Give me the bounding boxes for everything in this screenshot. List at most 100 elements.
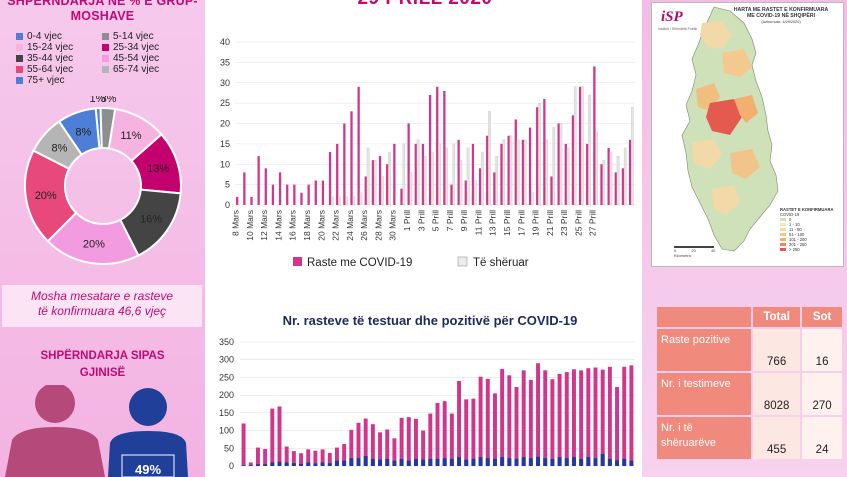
bar (359, 192, 363, 206)
map-legend-swatch (780, 233, 786, 236)
donut-slice-label: 16% (140, 214, 162, 226)
age-title-line1: SHPËRNDARJA NË % E GRUP- (7, 0, 198, 8)
map-legend-label: > 250 (789, 247, 800, 252)
bar (338, 196, 341, 206)
bar (423, 155, 427, 206)
x-tick-label: 22 Mars (331, 210, 341, 241)
bar (357, 86, 360, 205)
page-title: 29 PRILL 2020 (300, 0, 550, 10)
bar (531, 192, 534, 206)
x-tick-label: 20 Mars (316, 210, 326, 241)
map-scale-unit: Kilometra (674, 253, 691, 258)
bar (327, 452, 332, 466)
bar (609, 151, 613, 206)
bar (385, 458, 390, 466)
stats-row-today: 270 (802, 373, 842, 415)
bar (593, 66, 596, 205)
map-legend-swatch (780, 248, 786, 251)
map-legend-item: 51 - 100 (780, 232, 840, 237)
map-title: HARTA ME RASTET E KONFIRMUARA ME COVID-1… (722, 7, 840, 25)
bar (248, 462, 253, 466)
male-percent-label: 49% (135, 462, 161, 477)
map-legend-swatch (780, 243, 786, 246)
bar (557, 457, 562, 466)
bar (313, 463, 318, 466)
bar (373, 160, 377, 206)
bar (543, 370, 548, 466)
female-figure-icon (5, 385, 105, 477)
bar (471, 398, 476, 466)
bar (241, 423, 246, 466)
map-legend-swatch (780, 238, 786, 241)
daily-cases-chart: 0 5 10 15 20 25 30 35 40 8 Mars 10 Mars 12 Mars 14 M… (220, 37, 635, 269)
x-tick-label: 25 Prill (573, 210, 583, 236)
stats-row: Nr. i testimeve 8028 270 (657, 373, 842, 415)
bar (615, 386, 620, 466)
stats-header-blank (657, 307, 752, 327)
center-panel: 29 PRILL 2020 0 5 10 15 20 25 30 35 40 8 Mars 10 M… (205, 0, 642, 477)
bar (573, 86, 577, 206)
map-scale-label: 20 (691, 248, 696, 253)
bar (514, 119, 517, 205)
bar (557, 373, 562, 466)
bar (416, 139, 420, 206)
map-legend-label: 11 - 50 (789, 227, 802, 232)
bar (371, 160, 375, 205)
bar (500, 457, 505, 466)
bar (352, 196, 356, 206)
legend-label: 45-54 vjec (113, 53, 160, 64)
bar (407, 123, 410, 205)
map-scale-bar: 0 20 40 Kilometra (674, 246, 715, 258)
bar (552, 127, 556, 206)
map-scale-line (674, 246, 714, 248)
tests-chart-title: Nr. rasteve të testuar dhe pozitivë për … (282, 313, 578, 328)
male-figure-icon: 49% (108, 388, 188, 477)
mean-age-line1: Mosha mesatare e rasteve (30, 289, 174, 303)
bar (435, 458, 440, 466)
bar (421, 430, 426, 466)
bar (536, 107, 539, 205)
bar (631, 107, 634, 206)
stats-row-label: Nr. i të shëruarëve (657, 417, 752, 459)
bar (449, 413, 454, 466)
stats-row-total: 455 (753, 417, 801, 459)
bar (435, 402, 440, 466)
bar (536, 363, 541, 466)
map-scale-label: 40 (710, 248, 716, 253)
x-tick-label: 11 Prill (473, 210, 483, 235)
x-tick-label: 17 Prill (516, 210, 526, 236)
bar (521, 370, 526, 466)
bar (402, 143, 406, 206)
map-title-line2: ME COVID-19 NË SHQIPËRI (746, 13, 816, 19)
bar (485, 378, 490, 466)
donut-slice-label: 8% (75, 126, 91, 138)
map-legend-label: 201 - 250 (789, 242, 807, 247)
bar (557, 123, 560, 205)
bar (445, 147, 448, 206)
isp-logo-subtitle: Instituti i Shëndetit Publik (658, 27, 698, 31)
bar (277, 461, 282, 466)
stats-row: Nr. i të shëruarëve 455 24 (657, 417, 842, 459)
bar (514, 458, 519, 466)
legend-swatch (16, 77, 23, 84)
bar (478, 168, 482, 205)
legend-label: 35-44 vjec (27, 53, 74, 64)
bar (564, 458, 569, 466)
bar (263, 448, 268, 466)
y-tick-label: 20 (220, 119, 230, 129)
legend-swatch (102, 44, 109, 51)
bar (622, 458, 627, 466)
bar (385, 429, 390, 466)
bar (550, 458, 555, 466)
bar (370, 458, 375, 466)
bar (370, 424, 375, 466)
x-tick-label: 16 Mars (288, 210, 298, 241)
x-tick-label: 7 Prill (445, 210, 455, 231)
bar (366, 147, 370, 206)
bar (450, 184, 453, 205)
bar (284, 462, 289, 466)
map-legend-label: 101 - 200 (789, 237, 807, 242)
bar (284, 446, 289, 466)
bar (593, 367, 598, 466)
donut-slice (57, 107, 101, 156)
